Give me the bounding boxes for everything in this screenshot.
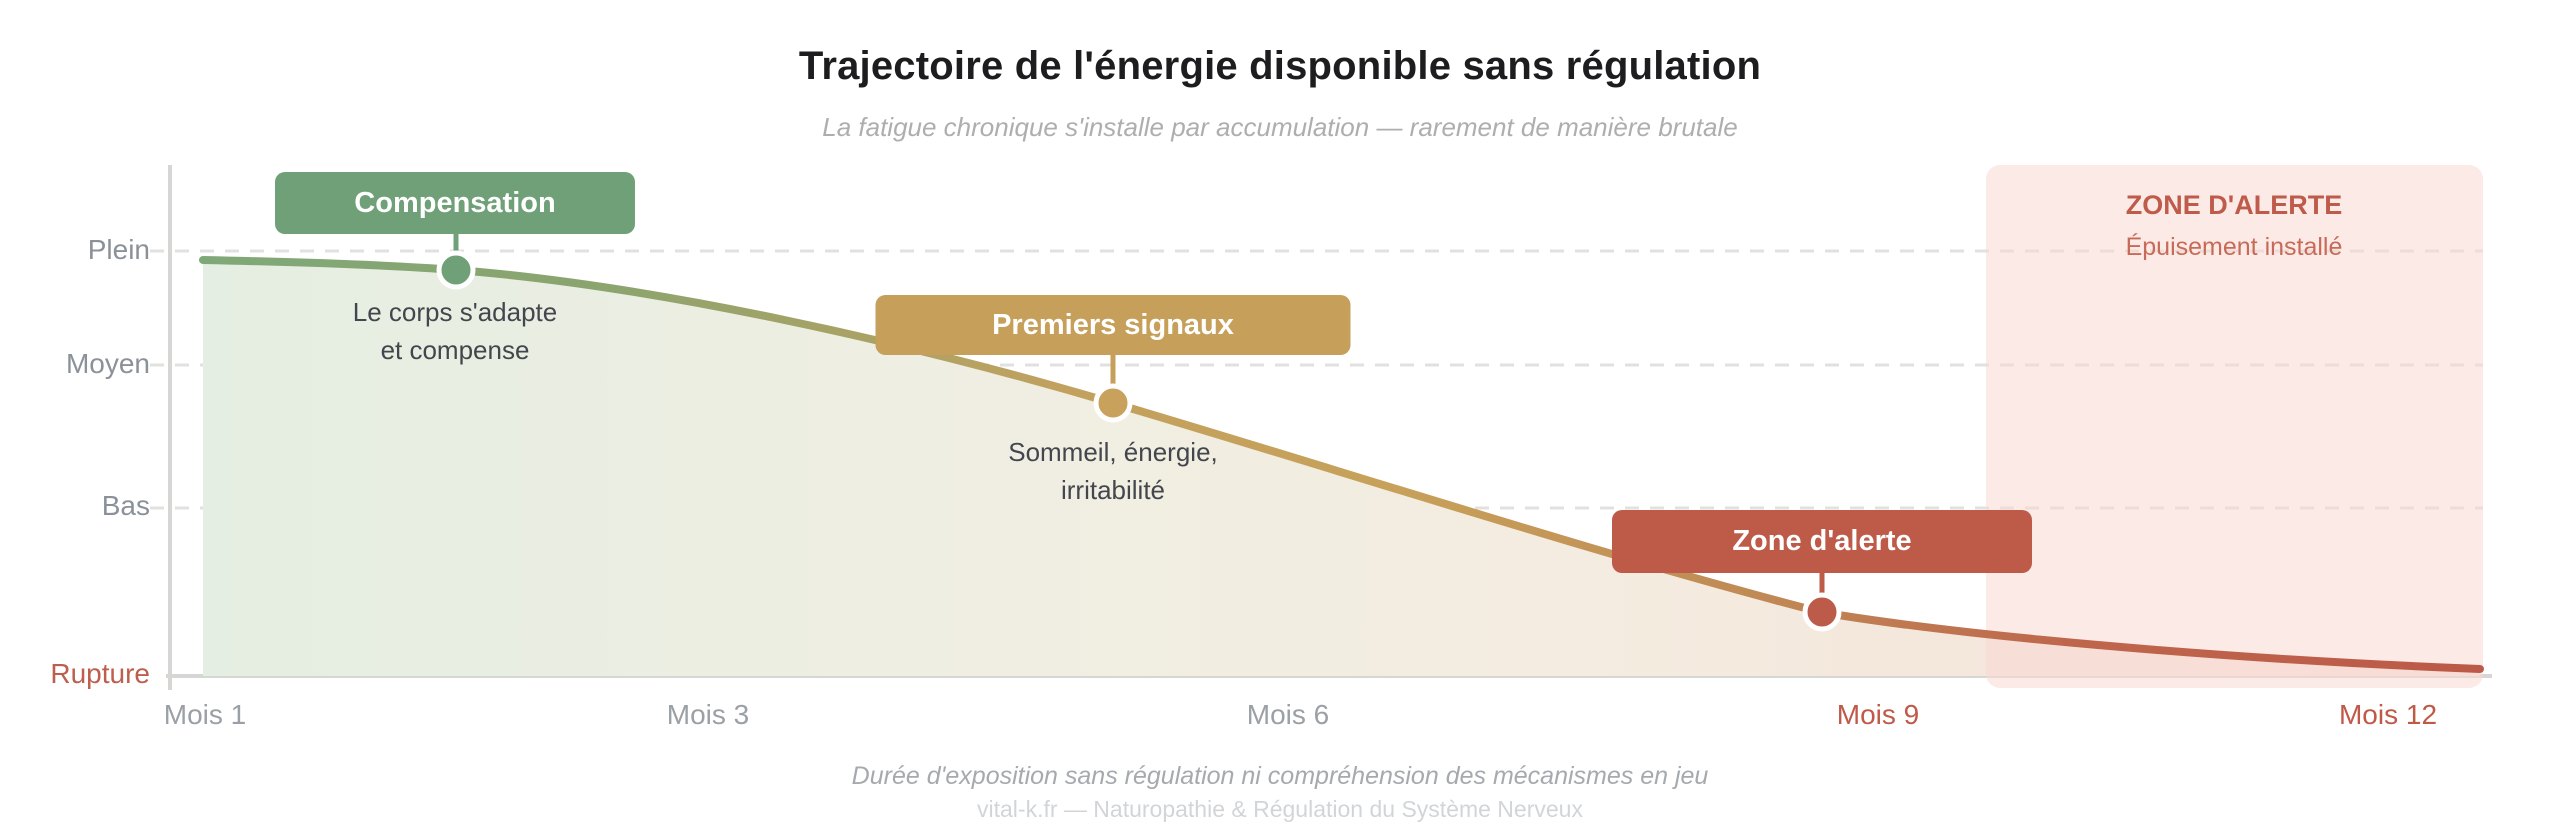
alert-zone-region [1986, 165, 2483, 688]
signals-marker-dot [1093, 383, 1133, 423]
y-tick-moyen: Moyen [65, 348, 150, 379]
x-tick-mois-9: Mois 9 [1836, 699, 1920, 730]
y-tick-plein: Plein [87, 234, 150, 265]
x-axis-caption: Durée d'exposition sans régulation ni co… [851, 762, 1709, 790]
y-tick-bas: Bas [101, 490, 150, 521]
brand-credit: vital-k.fr — Naturopathie & Régulation d… [977, 796, 1583, 822]
x-tick-mois-3: Mois 3 [666, 699, 750, 730]
stage-note-premiers-signaux: Sommeil, énergie, irritabilité [1008, 437, 1218, 505]
stage-badge-compensation: Compensation [275, 172, 635, 234]
x-tick-mois-1: Mois 1 [163, 699, 247, 730]
page-subtitle: La fatigue chronique s'installe par accu… [822, 112, 1738, 142]
compensation-marker-dot [436, 250, 476, 290]
page-title: Trajectoire de l'énergie disponible sans… [798, 44, 1762, 88]
alert-zone-title: ZONE D'ALERTE [2125, 190, 2343, 220]
stage-badge-zone-alerte: Zone d'alerte [1612, 510, 2032, 573]
alert-zone-subtitle: Épuisement installé [2125, 233, 2343, 261]
alert-marker-dot [1802, 592, 1842, 632]
y-tick-rupture: Rupture [50, 658, 150, 689]
energy-area [203, 260, 2480, 676]
x-tick-mois-12: Mois 12 [2338, 699, 2438, 730]
stage-badge-premiers-signaux: Premiers signaux [875, 295, 1351, 355]
stage-note-compensation: Le corps s'adapte et compense [352, 297, 558, 365]
x-tick-mois-6: Mois 6 [1246, 699, 1330, 730]
